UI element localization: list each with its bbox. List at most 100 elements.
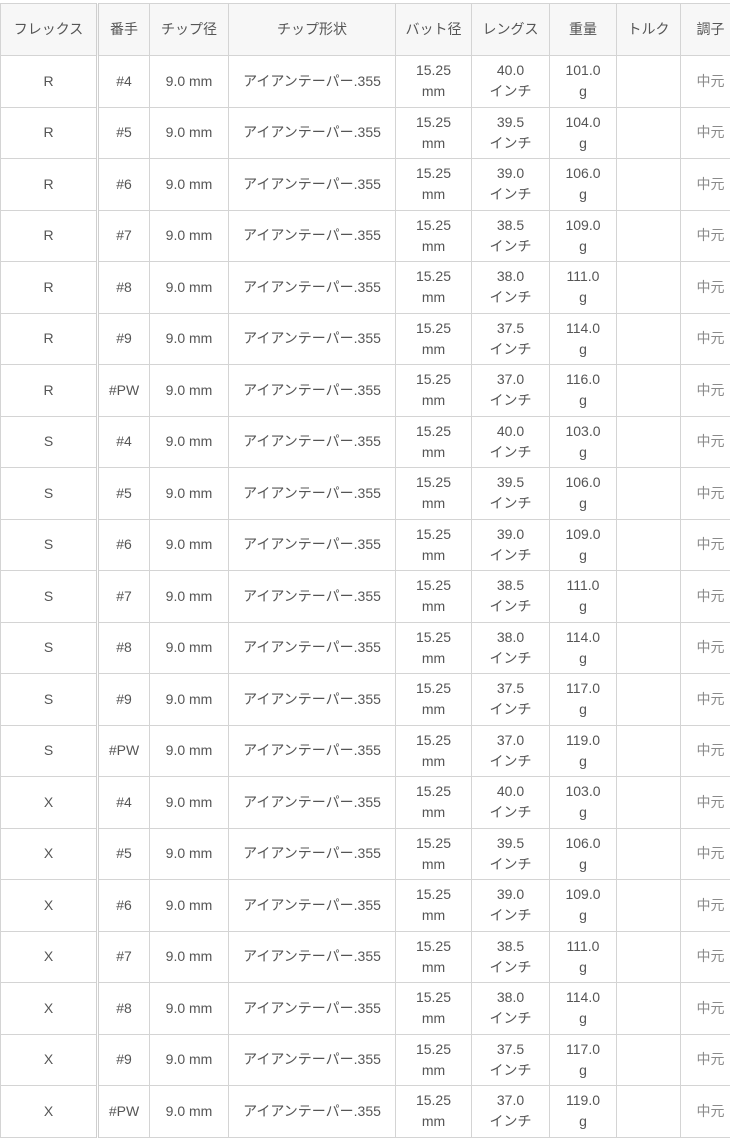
butt-diameter-cell: 15.25 mm [395, 930, 472, 983]
cell-unit: mm [421, 495, 446, 512]
cell-value: 114.0 [566, 319, 600, 336]
tip-shape-cell: アイアンテーパー.355 [228, 415, 396, 468]
cell-unit: mm [421, 907, 446, 924]
kick-point-cell: 中元 [680, 776, 730, 829]
flex-cell: X [0, 879, 99, 932]
kick-point-cell: 中元 [680, 55, 730, 108]
tip-diameter-cell: 9.0 mm [149, 879, 229, 932]
cell-unit: g [579, 546, 587, 563]
table-row: R #9 9.0 mm アイアンテーパー.355 15.25 mm 37.5 インチ 114.0… [0, 312, 730, 365]
club-number-cell: #7 [97, 209, 150, 262]
cell-value: 9.0 mm [165, 381, 213, 398]
table-body: R #4 9.0 mm アイアンテーパー.355 15.25 mm 40.0 インチ 101.0… [0, 55, 730, 1138]
header-butt-diameter: バット径 [395, 3, 472, 56]
tip-diameter-cell: 9.0 mm [149, 570, 229, 623]
cell-value: #4 [116, 793, 132, 810]
cell-unit: mm [421, 289, 446, 306]
cell-unit: g [579, 443, 587, 460]
cell-value: X [43, 1102, 54, 1119]
flex-cell: R [0, 55, 99, 108]
cell-value: #6 [116, 536, 132, 553]
length-cell: 40.0 インチ [471, 415, 550, 468]
cell-value: 中元 [696, 381, 725, 398]
tip-shape-cell: アイアンテーパー.355 [228, 879, 396, 932]
length-cell: 38.0 インチ [471, 621, 550, 674]
table-row: S #PW 9.0 mm アイアンテーパー.355 15.25 mm 37.0 インチ 119.… [0, 724, 730, 777]
header-torque: トルク [616, 3, 681, 56]
cell-value: 9.0 mm [165, 845, 213, 862]
butt-diameter-cell: 15.25 mm [395, 55, 472, 108]
cell-value: 中元 [696, 948, 725, 965]
cell-value: アイアンテーパー.355 [243, 484, 381, 501]
cell-value: アイアンテーパー.355 [243, 330, 381, 347]
flex-cell: R [0, 209, 99, 262]
cell-value: S [43, 433, 54, 450]
kick-point-cell: 中元 [680, 724, 730, 777]
cell-value: #6 [116, 175, 132, 192]
cell-value: #5 [116, 845, 132, 862]
kick-point-cell: 中元 [680, 312, 730, 365]
tip-diameter-cell: 9.0 mm [149, 827, 229, 880]
tip-shape-cell: アイアンテーパー.355 [228, 106, 396, 159]
cell-unit: インチ [489, 495, 532, 512]
butt-diameter-cell: 15.25 mm [395, 724, 472, 777]
club-number-cell: #5 [97, 827, 150, 880]
weight-cell: 117.0 g [549, 673, 617, 726]
cell-value: #PW [108, 1102, 140, 1119]
length-cell: 40.0 インチ [471, 776, 550, 829]
kick-point-cell: 中元 [680, 827, 730, 880]
torque-cell [616, 982, 681, 1035]
cell-value: S [43, 536, 54, 553]
butt-diameter-cell: 15.25 mm [395, 982, 472, 1035]
weight-cell: 109.0 g [549, 879, 617, 932]
club-number-cell: #9 [97, 1033, 150, 1086]
club-number-cell: #9 [97, 673, 150, 726]
cell-unit: g [579, 752, 587, 769]
cell-value: 15.25 [415, 680, 452, 697]
club-number-cell: #6 [97, 879, 150, 932]
cell-unit: g [579, 958, 587, 975]
cell-value: 37.0 [496, 1092, 525, 1109]
cell-value: #PW [108, 381, 140, 398]
cell-value: 9.0 mm [165, 742, 213, 759]
cell-value: アイアンテーパー.355 [243, 845, 381, 862]
cell-unit: インチ [489, 855, 532, 872]
cell-value: X [43, 1051, 54, 1068]
cell-value: 39.5 [496, 474, 525, 491]
cell-value: 39.0 [496, 886, 525, 903]
cell-unit: mm [421, 1113, 446, 1130]
cell-value: #8 [116, 639, 132, 656]
cell-value: アイアンテーパー.355 [243, 381, 381, 398]
cell-value: #5 [116, 484, 132, 501]
cell-unit: mm [421, 1061, 446, 1078]
length-cell: 37.5 インチ [471, 673, 550, 726]
cell-unit: g [579, 1010, 587, 1027]
cell-value: 37.5 [496, 680, 525, 697]
cell-value: 9.0 mm [165, 175, 213, 192]
length-cell: 38.5 インチ [471, 930, 550, 983]
cell-value: 117.0 [566, 1040, 600, 1057]
tip-diameter-cell: 9.0 mm [149, 1085, 229, 1138]
cell-value: X [43, 793, 54, 810]
cell-value: X [43, 948, 54, 965]
header-tip-diameter: チップ径 [149, 3, 229, 56]
table-row: R #4 9.0 mm アイアンテーパー.355 15.25 mm 40.0 インチ 101.0… [0, 55, 730, 108]
cell-unit: mm [421, 701, 446, 718]
cell-unit: g [579, 392, 587, 409]
cell-value: 37.5 [496, 319, 525, 336]
cell-unit: インチ [489, 443, 532, 460]
weight-cell: 111.0 g [549, 261, 617, 314]
cell-unit: g [579, 237, 587, 254]
butt-diameter-cell: 15.25 mm [395, 261, 472, 314]
cell-value: 中元 [696, 793, 725, 810]
flex-cell: S [0, 467, 99, 520]
weight-cell: 109.0 g [549, 209, 617, 262]
cell-unit: インチ [489, 958, 532, 975]
cell-value: 9.0 mm [165, 433, 213, 450]
cell-unit: g [579, 649, 587, 666]
cell-unit: インチ [489, 804, 532, 821]
cell-value: R [43, 381, 54, 398]
kick-point-cell: 中元 [680, 106, 730, 159]
tip-shape-cell: アイアンテーパー.355 [228, 930, 396, 983]
cell-value: 15.25 [415, 474, 452, 491]
